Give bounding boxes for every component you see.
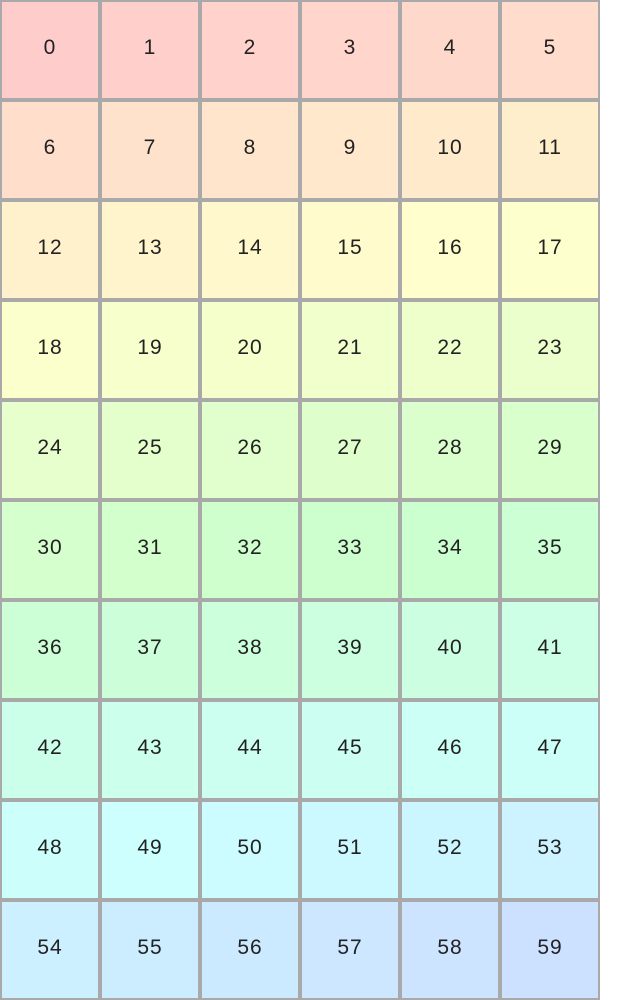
grid-cell[interactable]: 23 xyxy=(500,300,600,400)
grid-cell[interactable]: 44 xyxy=(200,700,300,800)
grid-cell[interactable]: 12 xyxy=(0,200,100,300)
grid-cell[interactable]: 54 xyxy=(0,900,100,1000)
grid-cell[interactable]: 43 xyxy=(100,700,200,800)
grid-cell[interactable]: 7 xyxy=(100,100,200,200)
grid-cell[interactable]: 31 xyxy=(100,500,200,600)
grid-cell[interactable]: 24 xyxy=(0,400,100,500)
grid-cell[interactable]: 32 xyxy=(200,500,300,600)
grid-cell[interactable]: 13 xyxy=(100,200,200,300)
grid-cell[interactable]: 19 xyxy=(100,300,200,400)
grid-cell[interactable]: 57 xyxy=(300,900,400,1000)
grid-cell[interactable]: 50 xyxy=(200,800,300,900)
grid-cell[interactable]: 14 xyxy=(200,200,300,300)
grid-cell[interactable]: 4 xyxy=(400,0,500,100)
grid-cell[interactable]: 36 xyxy=(0,600,100,700)
grid-cell[interactable]: 38 xyxy=(200,600,300,700)
grid-cell[interactable]: 37 xyxy=(100,600,200,700)
grid-cell[interactable]: 11 xyxy=(500,100,600,200)
grid-cell[interactable]: 8 xyxy=(200,100,300,200)
grid-cell[interactable]: 34 xyxy=(400,500,500,600)
grid-cell[interactable]: 9 xyxy=(300,100,400,200)
grid-cell[interactable]: 5 xyxy=(500,0,600,100)
grid-cell[interactable]: 29 xyxy=(500,400,600,500)
grid-cell[interactable]: 33 xyxy=(300,500,400,600)
grid-cell[interactable]: 48 xyxy=(0,800,100,900)
grid-cell[interactable]: 59 xyxy=(500,900,600,1000)
grid-cell[interactable]: 45 xyxy=(300,700,400,800)
grid-cell[interactable]: 16 xyxy=(400,200,500,300)
grid-cell[interactable]: 51 xyxy=(300,800,400,900)
grid-cell[interactable]: 39 xyxy=(300,600,400,700)
grid-cell[interactable]: 27 xyxy=(300,400,400,500)
grid-cell[interactable]: 42 xyxy=(0,700,100,800)
grid-cell[interactable]: 15 xyxy=(300,200,400,300)
grid-cell[interactable]: 2 xyxy=(200,0,300,100)
grid-cell[interactable]: 17 xyxy=(500,200,600,300)
grid-cell[interactable]: 26 xyxy=(200,400,300,500)
grid-cell[interactable]: 6 xyxy=(0,100,100,200)
grid-cell[interactable]: 25 xyxy=(100,400,200,500)
grid-cell[interactable]: 20 xyxy=(200,300,300,400)
grid-cell[interactable]: 41 xyxy=(500,600,600,700)
grid-cell[interactable]: 52 xyxy=(400,800,500,900)
grid-cell[interactable]: 18 xyxy=(0,300,100,400)
grid-cell[interactable]: 3 xyxy=(300,0,400,100)
grid-cell[interactable]: 40 xyxy=(400,600,500,700)
grid-cell[interactable]: 56 xyxy=(200,900,300,1000)
grid-cell[interactable]: 1 xyxy=(100,0,200,100)
grid-cell[interactable]: 47 xyxy=(500,700,600,800)
grid-cell[interactable]: 49 xyxy=(100,800,200,900)
grid-cell[interactable]: 35 xyxy=(500,500,600,600)
grid-cell[interactable]: 28 xyxy=(400,400,500,500)
grid-cell[interactable]: 46 xyxy=(400,700,500,800)
grid-cell[interactable]: 22 xyxy=(400,300,500,400)
grid-cell[interactable]: 10 xyxy=(400,100,500,200)
grid-cell[interactable]: 21 xyxy=(300,300,400,400)
grid-cell[interactable]: 58 xyxy=(400,900,500,1000)
grid-cell[interactable]: 0 xyxy=(0,0,100,100)
grid-cell[interactable]: 55 xyxy=(100,900,200,1000)
grid-cell[interactable]: 30 xyxy=(0,500,100,600)
grid-cell[interactable]: 53 xyxy=(500,800,600,900)
number-grid: 0 1 2 3 4 5 6 7 8 9 10 11 12 13 14 15 16 17 18 19 20 21 22 23 24… xyxy=(0,0,600,1000)
